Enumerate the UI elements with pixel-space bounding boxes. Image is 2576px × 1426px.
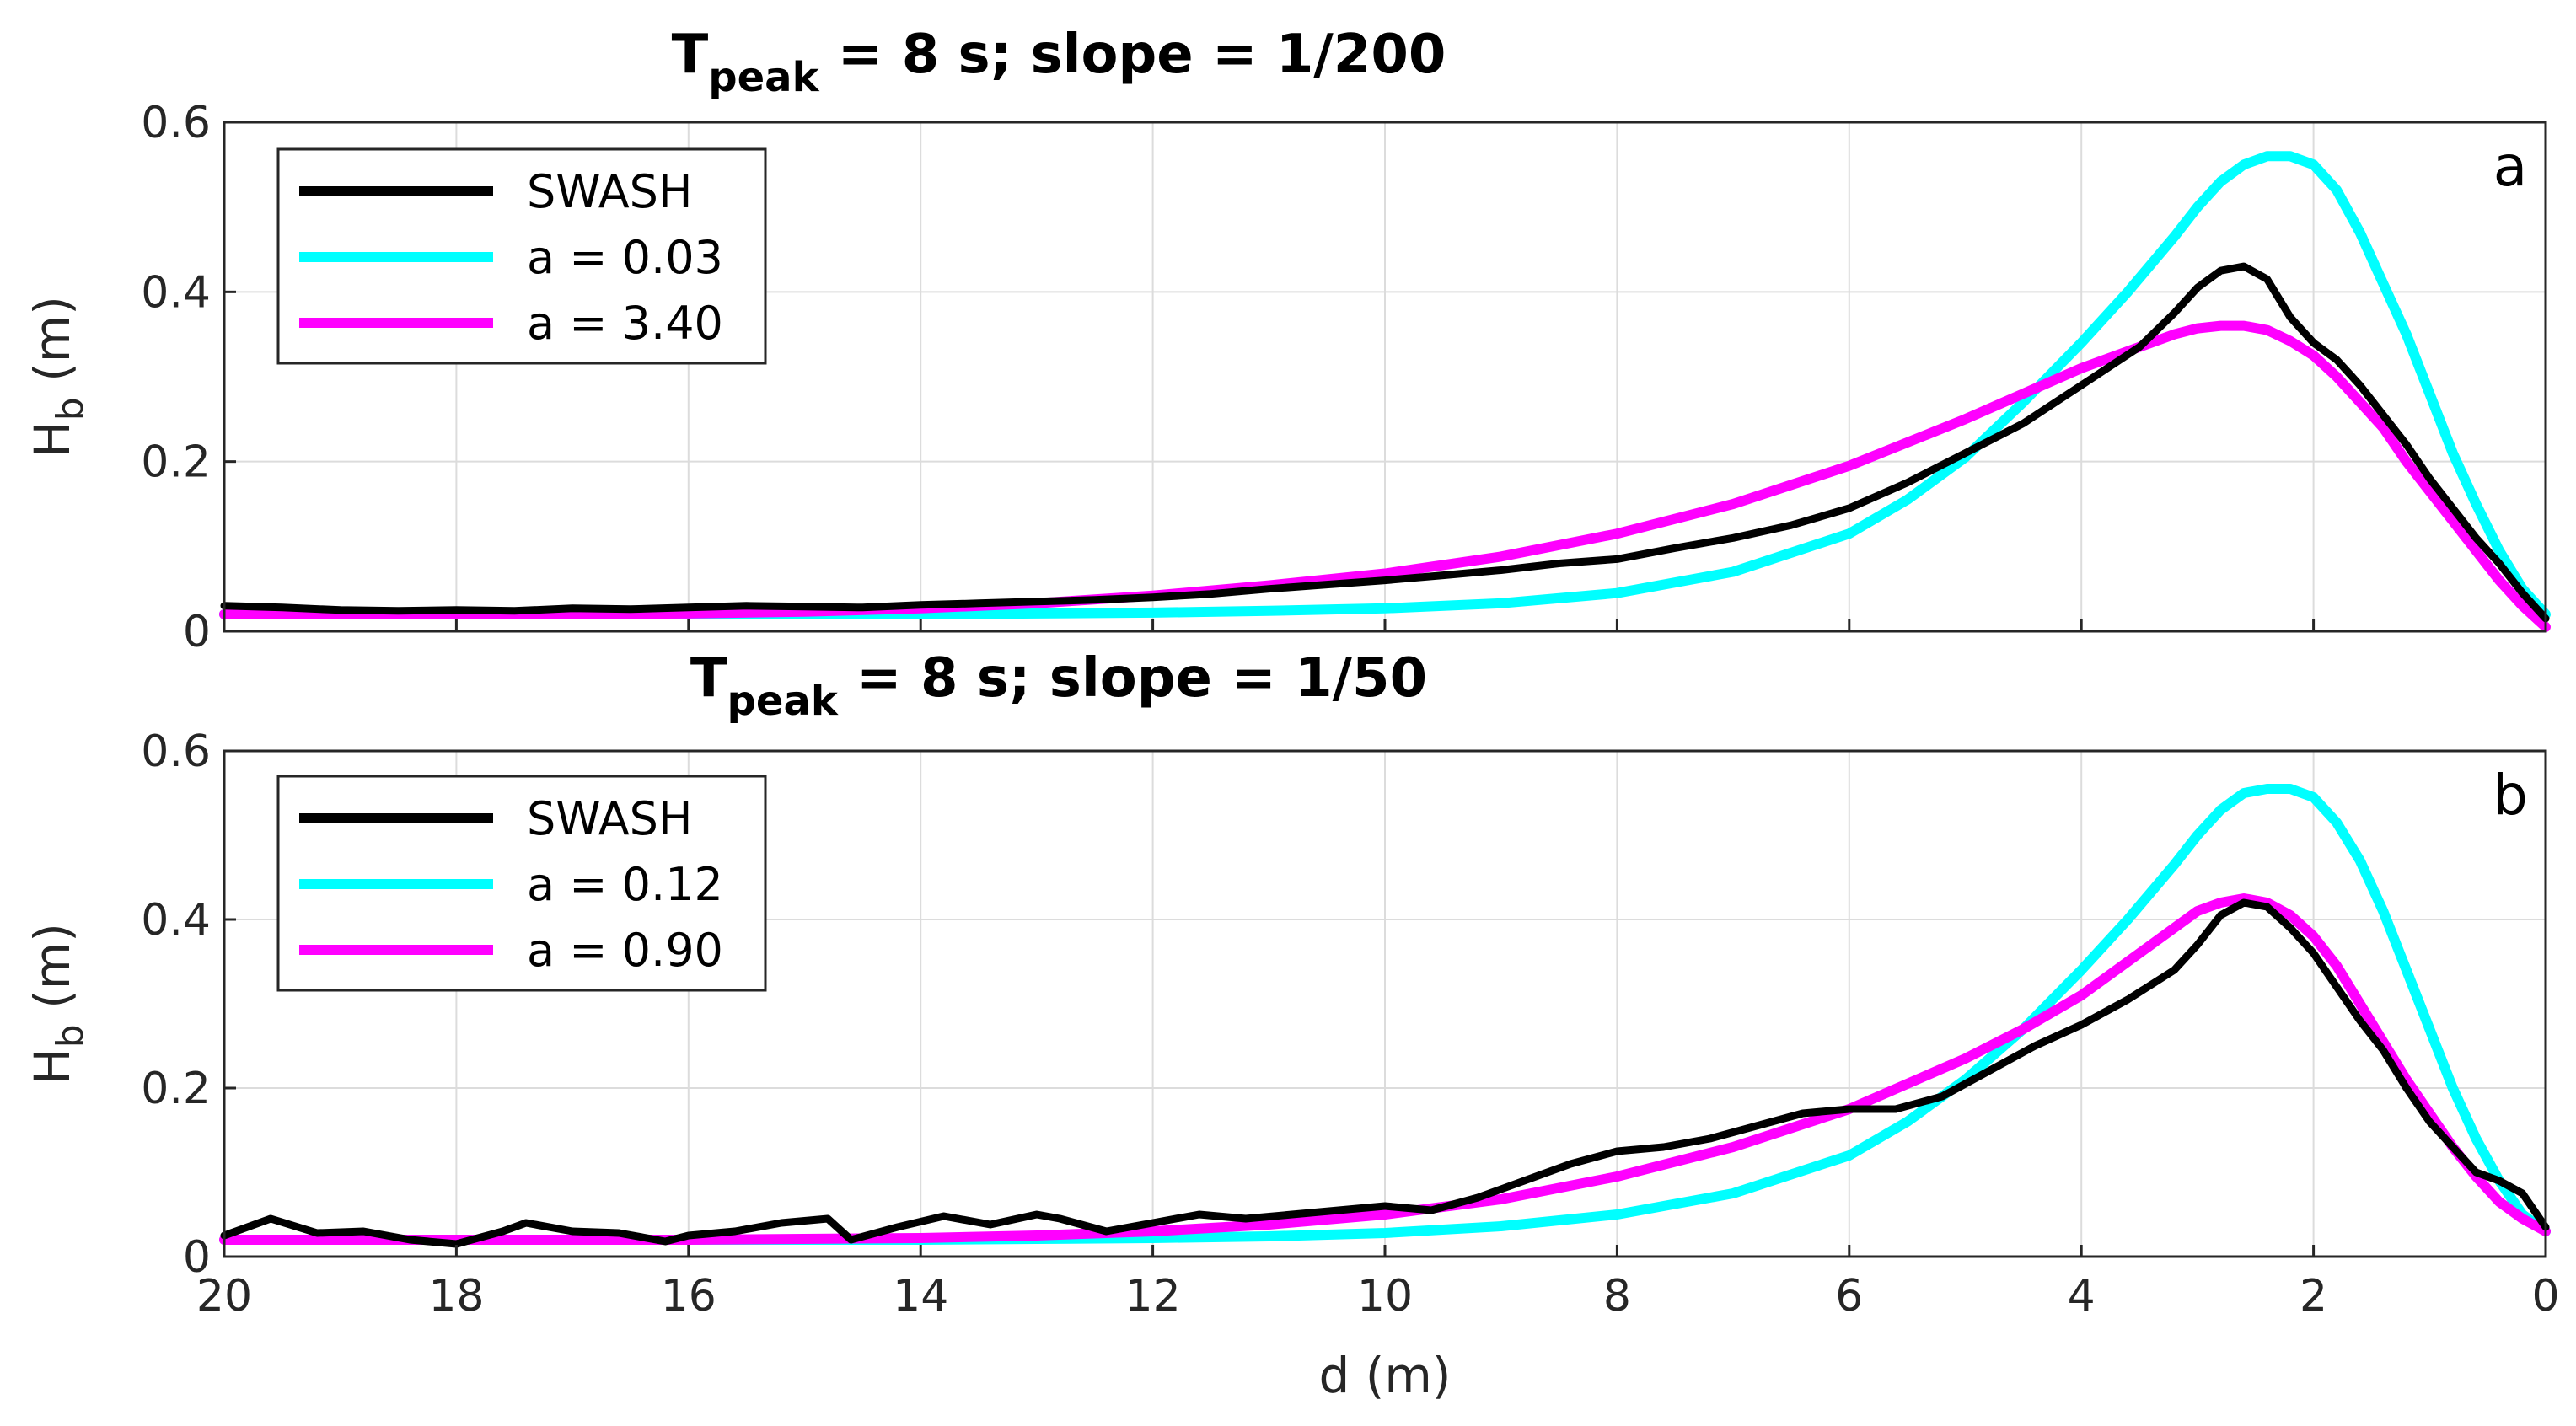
x-tick-label: 14 xyxy=(893,1271,948,1321)
x-tick-label: 20 xyxy=(196,1271,252,1321)
panel-b-legend: SWASH a = 0.12 a = 0.90 xyxy=(276,775,767,992)
y-tick-label: 0.2 xyxy=(141,437,211,488)
legend-label: a = 0.03 xyxy=(527,231,723,284)
panel-a: Tpeak = 8 s; slope = 1/200 0 0.2 0.4 0.6 Hb… xyxy=(24,24,2551,657)
panel-b-y-axis-label: Hb (m) xyxy=(24,923,92,1085)
panel-b-y-ticks: 0 0.2 0.4 0.6 xyxy=(141,726,236,1283)
panel-a-y-ticks: 0 0.2 0.4 0.6 xyxy=(141,98,236,657)
panel-a-series xyxy=(219,151,2551,632)
y-tick-label: 0.2 xyxy=(141,1064,211,1114)
panel-a-letter: a xyxy=(2493,134,2527,199)
panel-a-legend: SWASH a = 0.03 a = 3.40 xyxy=(276,147,767,365)
x-tick-label: 12 xyxy=(1125,1271,1181,1321)
y-tick-label: 0 xyxy=(183,1232,211,1283)
legend-label: a = 0.90 xyxy=(527,924,723,977)
series-line-swash xyxy=(220,262,2550,623)
panel-b-x-ticks: 20 18 16 14 12 10 8 6 4 2 0 xyxy=(196,1245,2560,1321)
x-tick-label: 10 xyxy=(1357,1271,1413,1321)
x-tick-label: 18 xyxy=(428,1271,484,1321)
legend-label: SWASH xyxy=(527,792,693,845)
panel-a-x-ticks xyxy=(223,619,2547,631)
x-tick-label: 0 xyxy=(2531,1271,2559,1321)
series-line-swash xyxy=(220,898,2550,1248)
panel-b-letter: b xyxy=(2493,763,2528,828)
x-tick-label: 16 xyxy=(661,1271,716,1321)
legend-label: SWASH xyxy=(527,165,693,218)
series-line-a-0-12 xyxy=(219,784,2551,1245)
y-tick-label: 0.4 xyxy=(141,267,211,318)
series-line-a-0-03 xyxy=(219,151,2551,619)
x-tick-label: 8 xyxy=(1603,1271,1631,1321)
panel-b-series xyxy=(219,784,2551,1248)
panel-a-title: Tpeak = 8 s; slope = 1/200 xyxy=(672,24,1446,101)
x-tick-label: 6 xyxy=(1835,1271,1863,1321)
series-line-a-0-90 xyxy=(219,893,2551,1245)
panel-b: Tpeak = 8 s; slope = 1/50 00.20.40.6 20 1… xyxy=(24,647,2560,1404)
panel-b-title: Tpeak = 8 s; slope = 1/50 xyxy=(690,647,1427,725)
x-tick-label: 4 xyxy=(2068,1271,2096,1321)
x-axis-label: d (m) xyxy=(1318,1347,1451,1404)
y-tick-label: 0 xyxy=(183,607,211,657)
y-tick-label: 0.4 xyxy=(141,895,211,946)
y-tick-label: 0.6 xyxy=(141,98,211,148)
y-tick-label: 0.6 xyxy=(141,726,211,777)
x-tick-label: 2 xyxy=(2300,1271,2327,1321)
legend-label: a = 3.40 xyxy=(527,297,723,350)
panel-a-y-axis-label: Hb (m) xyxy=(24,296,92,458)
legend-label: a = 0.12 xyxy=(527,858,723,911)
